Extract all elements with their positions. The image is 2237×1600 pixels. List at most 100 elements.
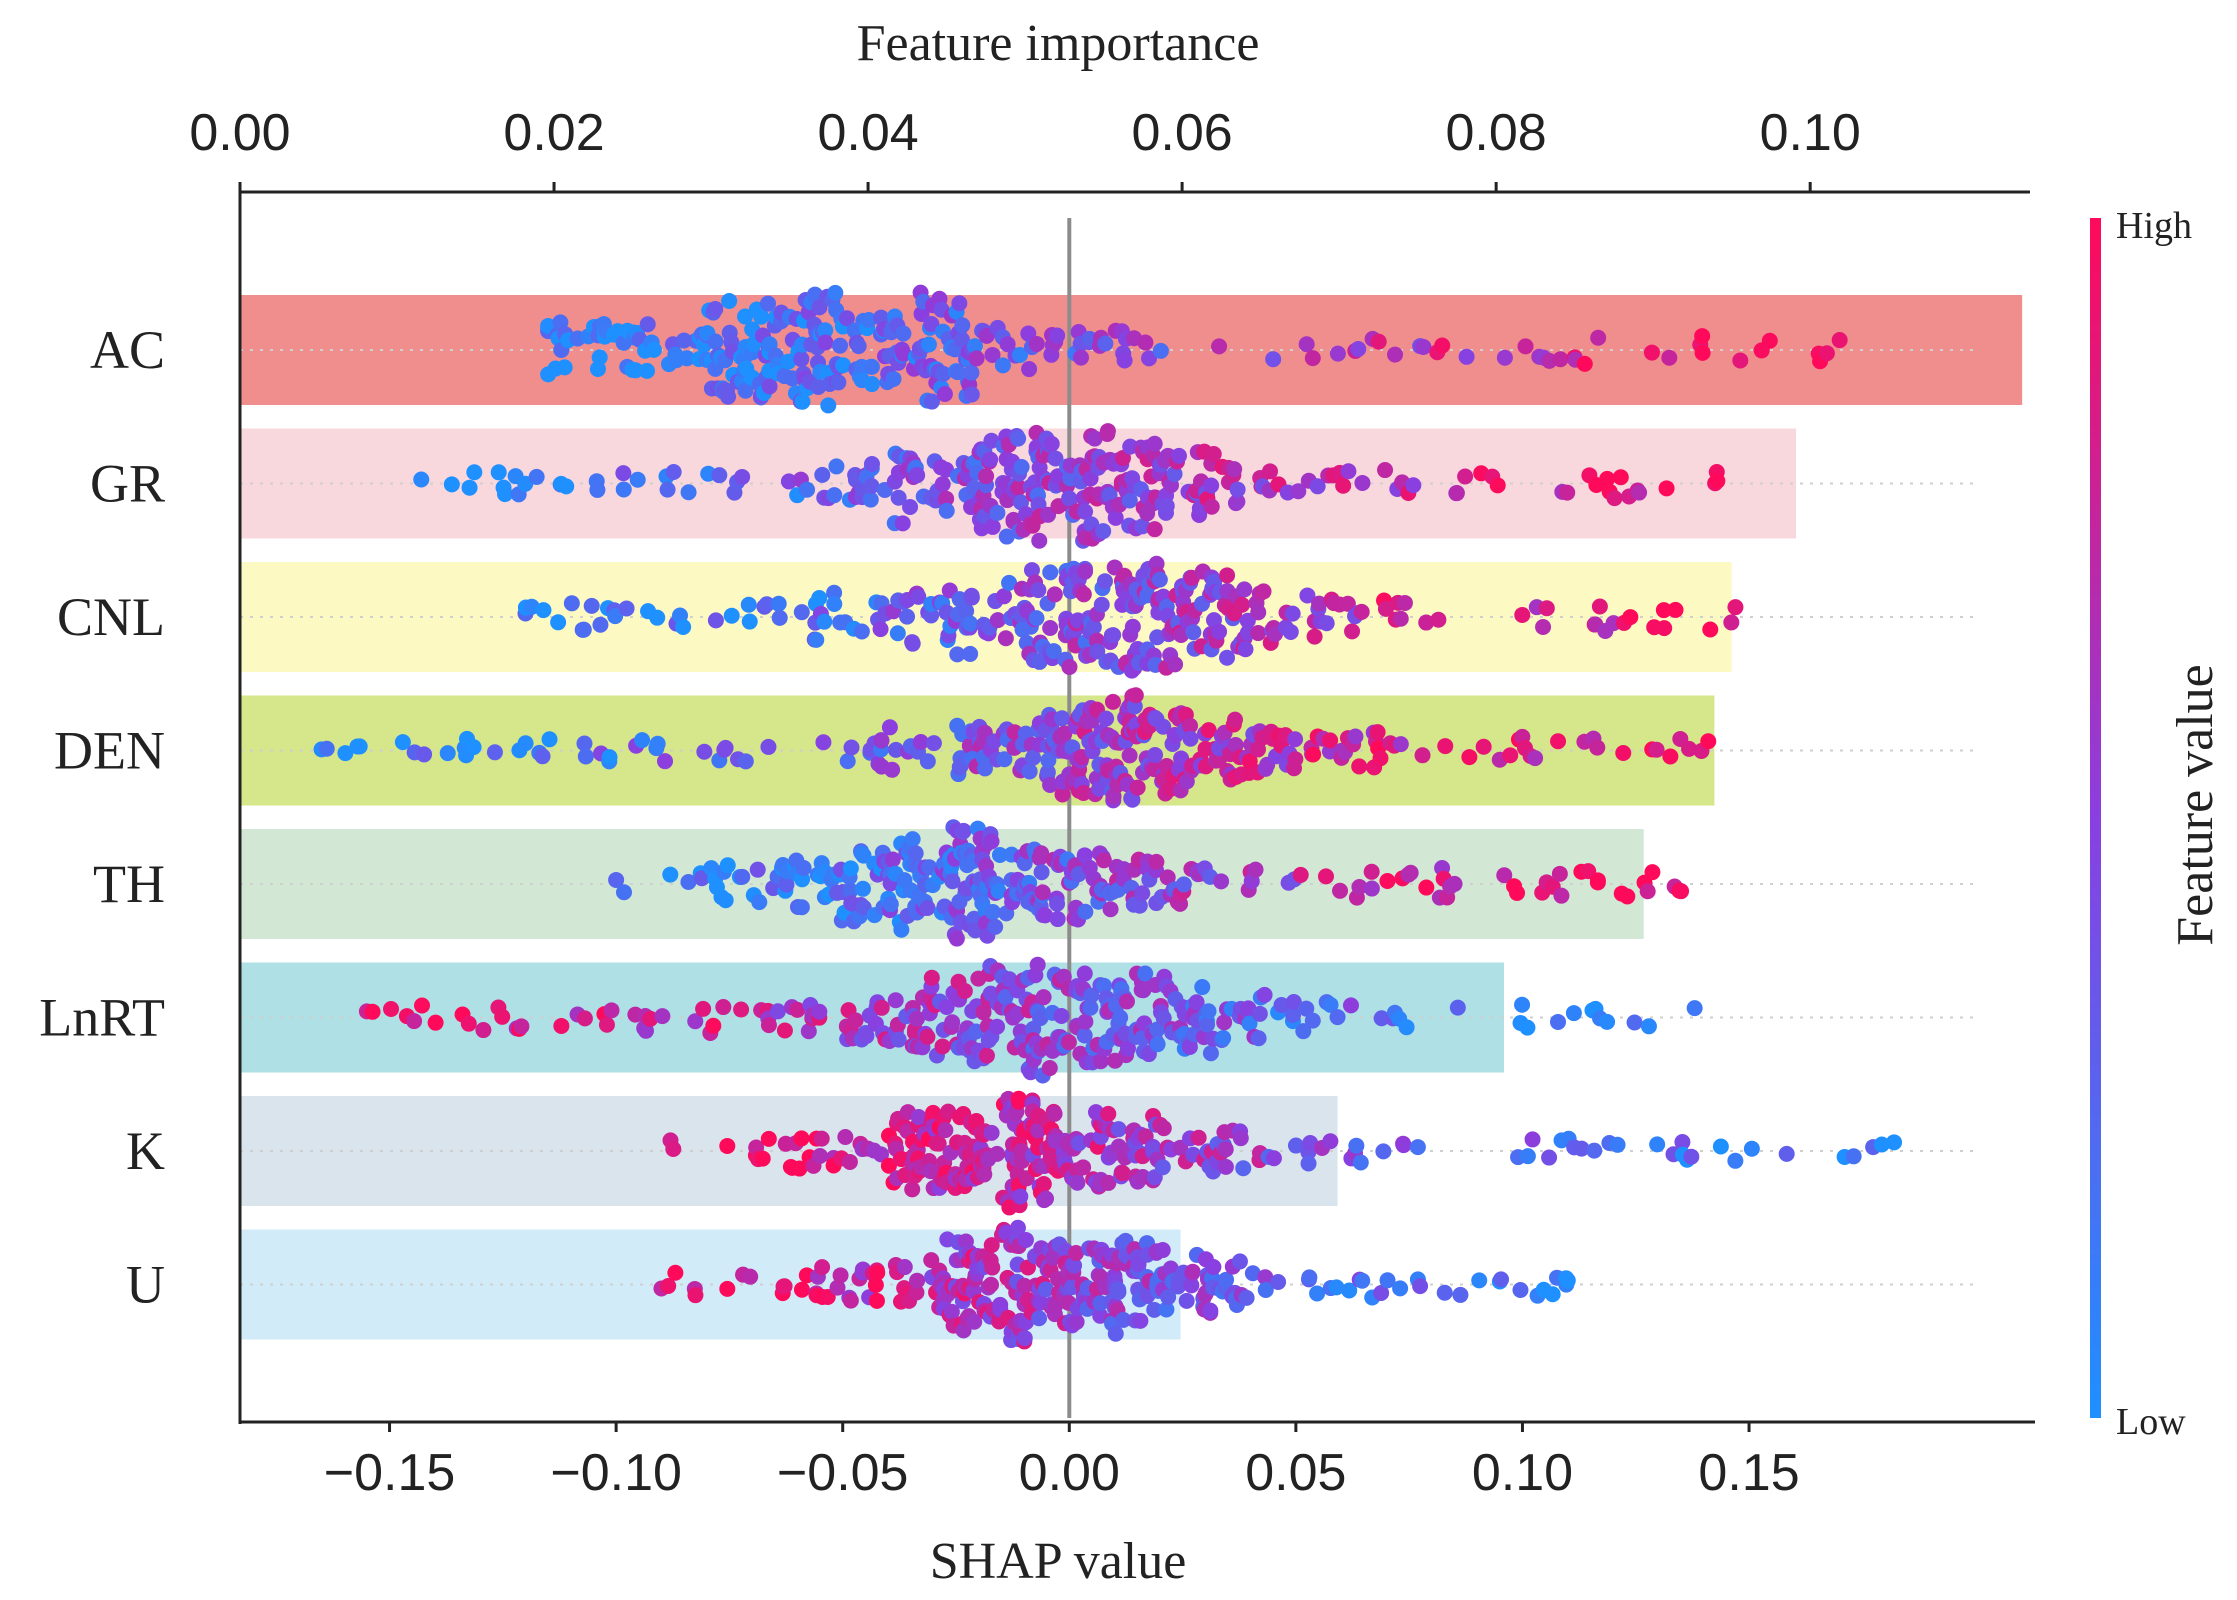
shap-point-u bbox=[1341, 1282, 1358, 1299]
colorbar-high-label: High bbox=[2116, 205, 2192, 247]
shap-point-th bbox=[1016, 855, 1033, 872]
shap-point-lnrt bbox=[1001, 971, 1018, 988]
shap-point-ac bbox=[1643, 344, 1660, 361]
shap-point-ac bbox=[832, 337, 849, 354]
shap-point-gr bbox=[1010, 479, 1027, 496]
shap-point-th bbox=[1553, 887, 1570, 904]
shap-point-th bbox=[1077, 903, 1094, 920]
shap-point-cnl bbox=[1250, 604, 1267, 621]
shap-point-gr bbox=[1099, 423, 1116, 440]
shap-point-u bbox=[943, 1303, 960, 1320]
shap-point-th bbox=[854, 880, 871, 897]
shap-point-cnl bbox=[1667, 601, 1684, 618]
shap-point-lnrt bbox=[1060, 1034, 1077, 1051]
shap-point-ac bbox=[1818, 345, 1835, 362]
shap-point-gr bbox=[1229, 481, 1246, 498]
shap-point-th bbox=[1379, 872, 1396, 889]
shap-point-th bbox=[1446, 875, 1463, 892]
shap-point-lnrt bbox=[800, 1023, 817, 1040]
shap-point-lnrt bbox=[1322, 996, 1339, 1013]
shap-point-cnl bbox=[1075, 586, 1092, 603]
shap-point-gr bbox=[1290, 483, 1307, 500]
shap-point-th bbox=[884, 851, 901, 868]
bottom-axis-title: SHAP value bbox=[930, 1533, 1187, 1590]
shap-point-ac bbox=[1694, 328, 1711, 345]
shap-point-k bbox=[1519, 1148, 1536, 1165]
shap-point-ac bbox=[863, 358, 880, 375]
shap-point-ac bbox=[1021, 361, 1038, 378]
shap-point-gr bbox=[466, 464, 483, 481]
shap-point-ac bbox=[1350, 340, 1367, 357]
shap-point-th bbox=[1033, 864, 1050, 881]
shap-point-den bbox=[1241, 753, 1258, 770]
shap-point-den bbox=[649, 735, 666, 752]
shap-point-lnrt bbox=[1181, 1038, 1198, 1055]
shap-point-den bbox=[887, 741, 904, 758]
shap-point-den bbox=[1305, 746, 1322, 763]
shap-point-k bbox=[873, 1146, 890, 1163]
shap-point-den bbox=[1589, 739, 1606, 756]
shap-point-lnrt bbox=[1076, 1027, 1093, 1044]
shap-point-cnl bbox=[1042, 564, 1059, 581]
shap-point-cnl bbox=[910, 588, 927, 605]
shap-point-den bbox=[337, 745, 354, 762]
shap-point-ac bbox=[1137, 334, 1154, 351]
shap-point-k bbox=[1322, 1133, 1339, 1150]
shap-point-den bbox=[1040, 752, 1057, 769]
shap-point-u bbox=[1066, 1257, 1083, 1274]
shap-point-th bbox=[842, 860, 859, 877]
shap-point-cnl bbox=[1045, 643, 1062, 660]
shap-point-den bbox=[1039, 764, 1056, 781]
bottom-tick-label: 0.15 bbox=[1698, 1444, 1799, 1502]
shap-point-ac bbox=[1072, 349, 1089, 366]
shap-point-lnrt bbox=[427, 1014, 444, 1031]
shap-point-ac bbox=[895, 345, 912, 362]
shap-point-u bbox=[1016, 1277, 1033, 1294]
shap-point-ac bbox=[923, 316, 940, 333]
shap-point-lnrt bbox=[1599, 1013, 1616, 1030]
shap-point-lnrt bbox=[1194, 979, 1211, 996]
shap-point-gr bbox=[1457, 468, 1474, 485]
shap-point-den bbox=[1662, 748, 1679, 765]
shap-point-lnrt bbox=[1398, 1019, 1415, 1036]
shap-point-den bbox=[394, 734, 411, 751]
shap-point-cnl bbox=[1028, 610, 1045, 627]
shap-point-k bbox=[1037, 1190, 1054, 1207]
shap-point-k bbox=[930, 1135, 947, 1152]
shap-point-den bbox=[416, 746, 433, 763]
shap-point-cnl bbox=[740, 596, 757, 613]
shap-point-gr bbox=[902, 498, 919, 515]
shap-point-k bbox=[880, 1157, 897, 1174]
shap-point-den bbox=[1098, 710, 1115, 727]
shap-point-k bbox=[1010, 1090, 1027, 1107]
shap-point-lnrt bbox=[1032, 1009, 1049, 1026]
shap-point-cnl bbox=[707, 612, 724, 629]
shap-point-u bbox=[1373, 1285, 1390, 1302]
shap-point-th bbox=[1418, 879, 1435, 896]
shap-point-ac bbox=[966, 338, 983, 355]
shap-point-ac bbox=[1141, 350, 1158, 367]
shap-point-u bbox=[1512, 1282, 1529, 1299]
shap-point-gr bbox=[938, 490, 955, 507]
shap-point-lnrt bbox=[934, 1038, 951, 1055]
shap-point-k bbox=[1727, 1152, 1744, 1169]
shap-point-cnl bbox=[889, 625, 906, 642]
colorbar-title: Feature value bbox=[2167, 664, 2224, 946]
shap-point-cnl bbox=[1061, 658, 1078, 675]
shap-point-lnrt bbox=[1565, 1005, 1582, 1022]
shap-point-ac bbox=[1415, 338, 1432, 355]
shap-point-cnl bbox=[995, 588, 1012, 605]
shap-point-cnl bbox=[1311, 595, 1328, 612]
shap-point-den bbox=[815, 734, 832, 751]
shap-point-ac bbox=[761, 378, 778, 395]
shap-point-gr bbox=[528, 468, 545, 485]
shap-point-cnl bbox=[563, 595, 580, 612]
shap-point-ac bbox=[1517, 338, 1534, 355]
shap-point-th bbox=[749, 861, 766, 878]
shap-point-th bbox=[1402, 864, 1419, 881]
shap-point-lnrt bbox=[1096, 977, 1113, 994]
shap-point-den bbox=[1502, 747, 1519, 764]
bottom-tick-label: −0.15 bbox=[324, 1444, 456, 1502]
shap-point-u bbox=[1158, 1301, 1175, 1318]
shap-point-den bbox=[1550, 733, 1567, 750]
